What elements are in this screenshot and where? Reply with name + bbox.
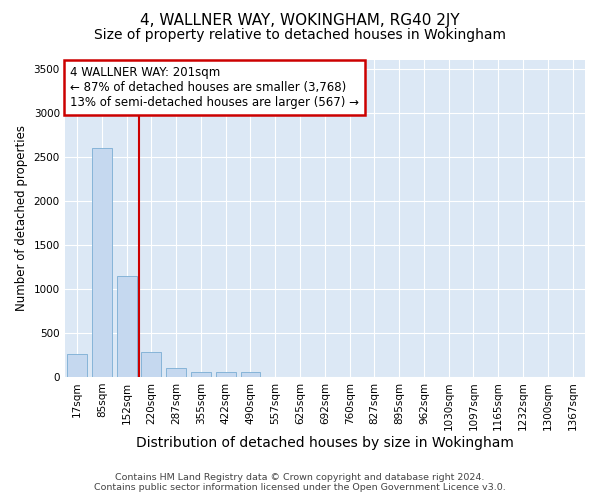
Bar <box>92 148 112 377</box>
Bar <box>67 354 87 377</box>
Text: Size of property relative to detached houses in Wokingham: Size of property relative to detached ho… <box>94 28 506 42</box>
Bar <box>166 368 186 377</box>
Bar <box>191 372 211 377</box>
Bar <box>216 372 236 377</box>
Text: 4 WALLNER WAY: 201sqm
← 87% of detached houses are smaller (3,768)
13% of semi-d: 4 WALLNER WAY: 201sqm ← 87% of detached … <box>70 66 359 110</box>
Y-axis label: Number of detached properties: Number of detached properties <box>15 126 28 312</box>
Text: 4, WALLNER WAY, WOKINGHAM, RG40 2JY: 4, WALLNER WAY, WOKINGHAM, RG40 2JY <box>140 12 460 28</box>
Text: Contains HM Land Registry data © Crown copyright and database right 2024.
Contai: Contains HM Land Registry data © Crown c… <box>94 473 506 492</box>
Bar <box>241 372 260 377</box>
X-axis label: Distribution of detached houses by size in Wokingham: Distribution of detached houses by size … <box>136 436 514 450</box>
Bar <box>142 352 161 377</box>
Bar <box>117 276 137 377</box>
